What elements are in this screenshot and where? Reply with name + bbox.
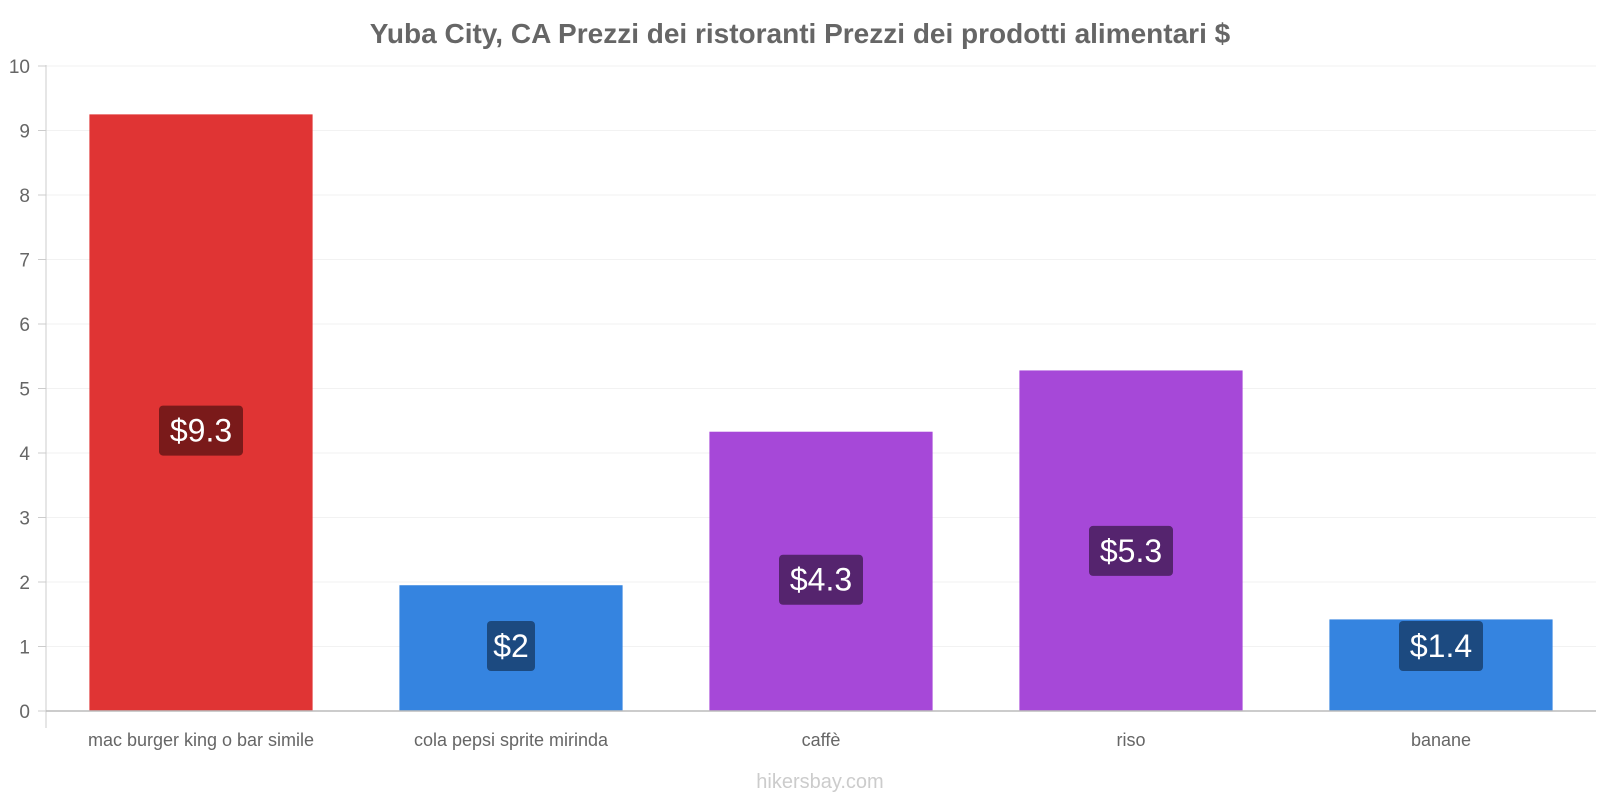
category-label: caffè — [802, 730, 841, 750]
value-label-box — [1399, 621, 1483, 671]
y-tick-label: 6 — [19, 315, 30, 336]
value-label-box — [779, 554, 863, 605]
value-label: $4.3 — [790, 562, 852, 598]
value-label-box — [487, 621, 535, 671]
y-tick-label: 2 — [19, 573, 30, 594]
value-label: $5.3 — [1100, 533, 1162, 569]
y-tick-label: 4 — [19, 444, 30, 465]
category-label: mac burger king o bar simile — [88, 730, 314, 750]
y-axis-ticks: 0 1 2 3 4 5 6 7 8 9 10 — [9, 57, 46, 723]
category-labels: mac burger king o bar simile cola pepsi s… — [88, 730, 1471, 750]
y-tick-label: 3 — [19, 509, 30, 530]
bars: $9.3 $2 $4.3 $5.3 $1.4 — [89, 114, 1553, 711]
y-tick-label: 1 — [19, 638, 30, 659]
chart-title: Yuba City, CA Prezzi dei ristoranti Prez… — [370, 18, 1231, 49]
category-label: riso — [1116, 730, 1145, 750]
category-label: cola pepsi sprite mirinda — [414, 730, 609, 750]
y-tick-label: 7 — [19, 251, 30, 272]
y-tick-label: 8 — [19, 186, 30, 207]
value-label: $2 — [493, 628, 529, 664]
value-label: $9.3 — [170, 413, 232, 449]
y-tick-label: 10 — [9, 57, 30, 78]
value-label-box — [1089, 525, 1173, 576]
y-tick-label: 5 — [19, 380, 30, 401]
y-tick-label: 9 — [19, 122, 30, 143]
credit-text: hikersbay.com — [756, 771, 883, 793]
y-tick-label: 0 — [19, 702, 30, 723]
value-label-box — [159, 405, 243, 456]
value-label: $1.4 — [1410, 628, 1472, 664]
category-label: banane — [1411, 730, 1471, 750]
